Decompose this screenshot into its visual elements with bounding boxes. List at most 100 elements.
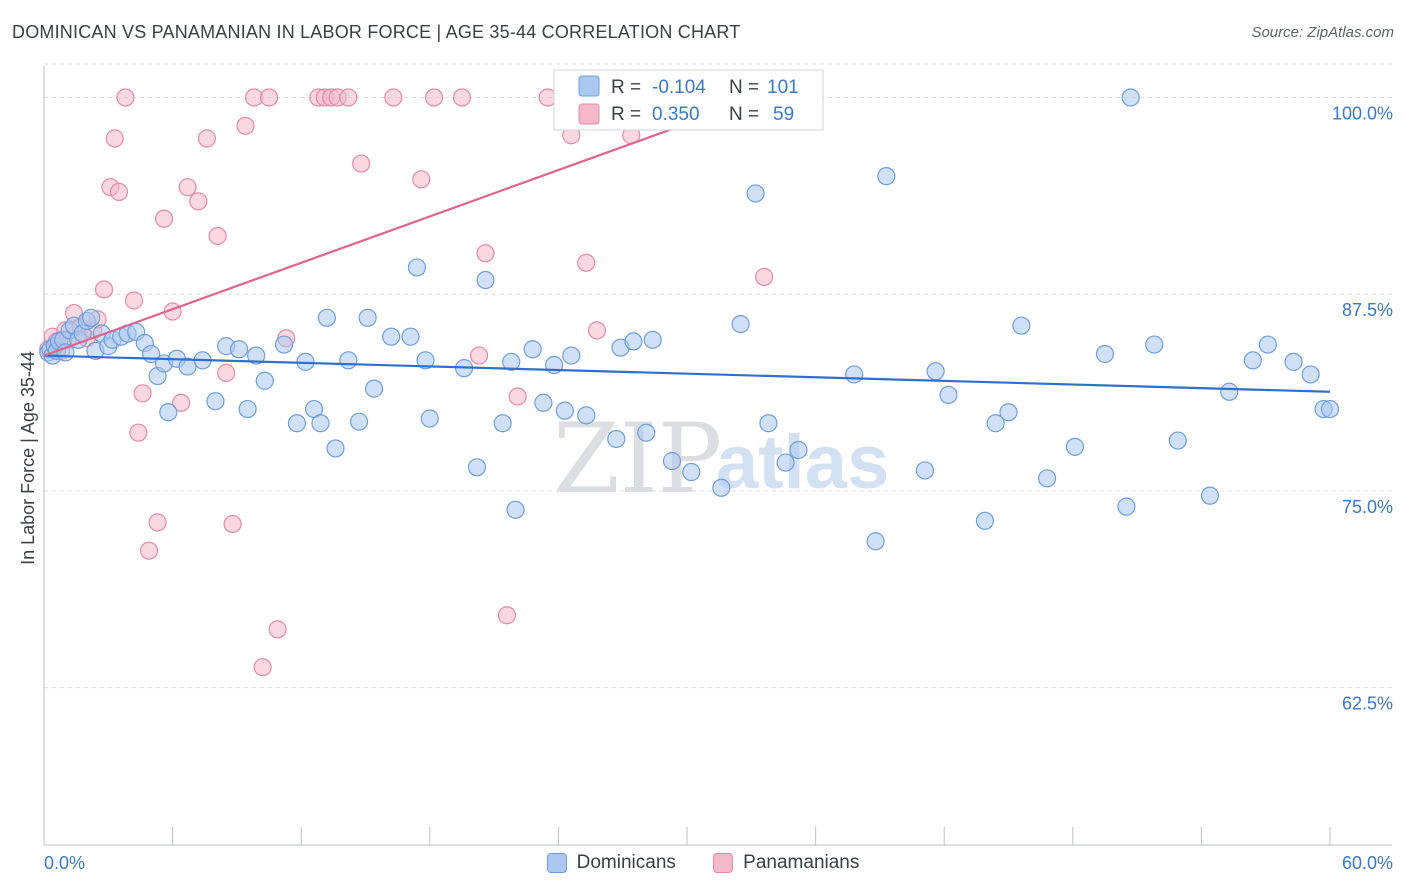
legend-item-panamanians[interactable]: Panamanians: [713, 852, 859, 874]
stats-r-label-panamanians: R =: [611, 104, 641, 125]
dominicans-point: [637, 423, 656, 442]
dominicans-point: [506, 500, 525, 519]
dominicans-point: [1121, 88, 1140, 107]
stats-n-value-dominicans: 101: [767, 77, 799, 98]
dominicans-point: [358, 308, 377, 327]
y-axis-label: In Labor Force | Age 35-44: [18, 351, 38, 565]
dominicans-point: [776, 453, 795, 472]
dominicans-point: [382, 327, 401, 346]
stats-legend-swatch-dominicans: [578, 75, 600, 97]
dominicans-point: [1301, 365, 1320, 384]
dominicans-point: [1095, 344, 1115, 364]
dominicans-point: [1320, 399, 1340, 419]
dominicans-point: [1284, 352, 1303, 371]
dominicans-point: [562, 346, 581, 365]
dominicans-point: [1065, 437, 1085, 456]
panamanians-point: [424, 88, 444, 107]
dominicans-point: [255, 371, 274, 390]
dominicans-point: [1220, 382, 1239, 401]
dominicans-point: [1037, 469, 1057, 488]
dominicans-point: [349, 412, 369, 431]
dominicans-point: [502, 352, 521, 371]
dominicans-point: [986, 414, 1005, 433]
panamanians-point: [259, 88, 279, 107]
legend-label-panamanians: Panamanians: [743, 852, 860, 873]
panamanians-point: [268, 620, 287, 639]
dominicans-point: [845, 365, 864, 384]
panamanians-point: [133, 384, 152, 403]
dominicans-point: [1117, 497, 1136, 516]
panamanians-point: [253, 658, 272, 677]
panamanians-point: [339, 88, 358, 107]
panamanians-point: [476, 244, 495, 263]
dominicans-points: [39, 88, 1340, 551]
panamanians-point: [109, 182, 129, 201]
dominicans-point: [229, 340, 249, 359]
legend-swatch-dominicans: [546, 853, 567, 873]
dominicans-point: [1258, 335, 1277, 354]
dominicans-point: [401, 327, 420, 346]
dominicans-point: [1145, 335, 1164, 354]
x-tick-label-min: 0.0%: [44, 853, 85, 873]
panamanians-point: [352, 154, 371, 173]
panamanians-point: [452, 88, 472, 107]
panamanians-point: [577, 253, 596, 272]
panamanians-point: [124, 291, 144, 310]
dominicans-point: [555, 401, 574, 420]
dominicans-point: [789, 440, 808, 460]
dominicans-point: [1012, 316, 1031, 335]
panamanians-point: [189, 192, 208, 211]
stats-n-label-panamanians: N =: [729, 104, 759, 125]
trendlines: [43, 91, 1331, 393]
dominicans-point: [999, 403, 1018, 422]
stats-r-label-dominicans: R =: [611, 77, 641, 98]
dominicans-point: [238, 399, 257, 419]
dominicans-point: [467, 458, 487, 477]
y-tick-label: 62.5%: [1342, 694, 1393, 714]
panamanians-point: [412, 170, 431, 189]
dominicans-point: [159, 403, 178, 422]
y-tick-label: 75.0%: [1342, 497, 1393, 517]
dominicans-point: [866, 532, 885, 551]
gridlines: 62.5% 75.0% 87.5% 100.0%: [44, 63, 1393, 714]
panamanians-point: [94, 280, 114, 299]
stats-r-value-panamanians: 0.350: [652, 104, 700, 125]
legend-item-dominicans[interactable]: Dominicans: [546, 852, 676, 874]
dominicans-point: [317, 308, 337, 327]
panamanians-point: [217, 363, 236, 382]
dominicans-point: [326, 439, 345, 458]
panamanians-point: [497, 606, 517, 625]
dominicans-trendline: [43, 354, 1331, 393]
y-tick-label: 87.5%: [1342, 300, 1393, 320]
panamanians-point: [154, 209, 174, 228]
dominicans-point: [1200, 486, 1220, 505]
panamanians-point: [469, 346, 489, 365]
dominicans-point: [712, 478, 731, 497]
dominicans-point: [643, 330, 662, 349]
dominicans-point: [364, 379, 384, 398]
axes: [43, 66, 1392, 846]
stats-n-label-dominicans: N =: [729, 77, 759, 98]
dominicans-point: [534, 393, 553, 412]
series-legend: Dominicans Panamanians: [0, 852, 1406, 879]
dominicans-point: [577, 406, 596, 425]
dominicans-point: [915, 461, 935, 480]
panamanians-point: [129, 423, 148, 442]
panamanians-point: [178, 178, 197, 197]
dominicans-point: [1168, 431, 1187, 450]
chart-title: DOMINICAN VS PANAMANIAN IN LABOR FORCE |…: [12, 22, 741, 42]
dominicans-point: [682, 462, 701, 482]
dominicans-point: [877, 167, 896, 186]
dominicans-point: [624, 332, 643, 351]
x-tick-label-max: 60.0%: [1342, 853, 1393, 873]
dominicans-point: [731, 314, 750, 334]
panamanians-point: [384, 88, 403, 107]
panamanians-point: [116, 88, 135, 107]
stats-legend: R = -0.104 N = 101 R = 0.350 N = 59: [553, 69, 824, 131]
panamanians-point: [208, 226, 227, 246]
dominicans-point: [607, 429, 626, 449]
dominicans-point: [662, 451, 682, 471]
watermark: ZIP atlas: [553, 403, 889, 515]
panamanians-point: [587, 321, 607, 340]
